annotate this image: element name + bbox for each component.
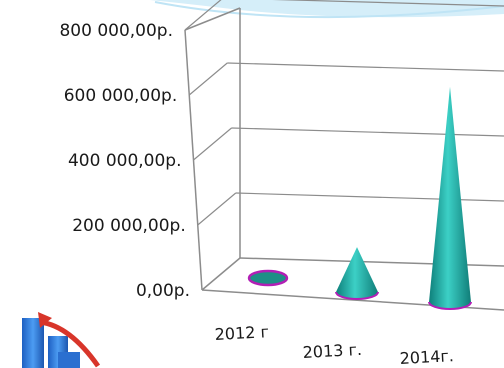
cone-series: [247, 86, 472, 310]
chart-walls: [184, 7, 504, 311]
x-axis-categories: 2012 г 2013 г. 2014г.: [214, 322, 454, 368]
y-tick-label: 800 000,00р.: [59, 21, 173, 41]
y-tick-label: 600 000,00р.: [64, 86, 178, 106]
cone-base-disc: [247, 269, 289, 287]
y-axis-ticks: 0,00р. 200 000,00р. 400 000,00р. 600 000,00…: [59, 21, 190, 301]
x-category-label: 2012 г: [214, 322, 269, 344]
gridline-side: [184, 0, 222, 31]
gridline-back: [231, 127, 504, 137]
gridline-side: [193, 127, 232, 161]
cone-body: [336, 247, 378, 299]
gridline-side: [197, 192, 237, 226]
gridline-back: [227, 62, 504, 72]
top-wave-decoration: [150, 0, 504, 18]
y-tick-label: 0,00р.: [136, 281, 190, 301]
y-tick-label: 400 000,00р.: [68, 151, 182, 171]
left-wall-top-edge: [184, 7, 241, 31]
x-category-label: 2014г.: [399, 346, 454, 368]
y-tick-label: 200 000,00р.: [72, 216, 186, 236]
cone-2012: [247, 269, 289, 287]
floor-left-edge: [201, 257, 241, 291]
cone-base-rim: [335, 291, 379, 300]
cone-2013: [335, 247, 379, 300]
top-wave-line: [154, 1, 504, 19]
rising-bars-chart-icon: [22, 312, 101, 368]
cone-body: [429, 86, 471, 309]
gridline-back: [235, 192, 504, 202]
gridline-back: [272, 0, 504, 7]
cone-base-rim: [428, 301, 472, 310]
x-category-label: 2013 г.: [302, 340, 362, 362]
cone-2014: [428, 86, 472, 310]
gridline-side: [188, 62, 228, 96]
